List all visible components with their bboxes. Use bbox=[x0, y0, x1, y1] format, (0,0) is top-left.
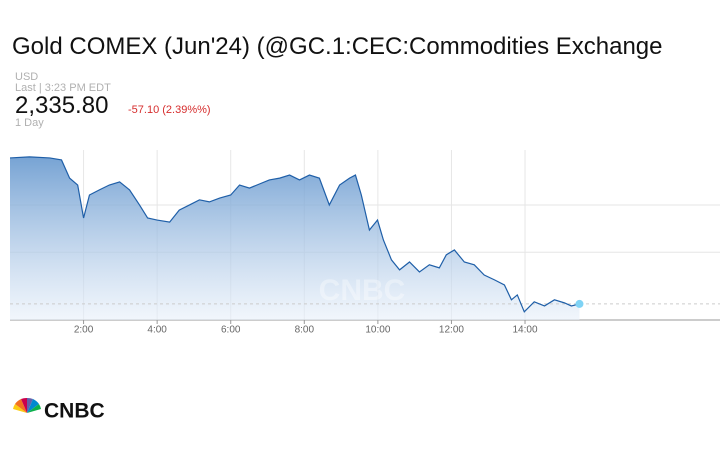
currency: USD bbox=[15, 71, 39, 83]
x-tick-label: 12:00 bbox=[439, 325, 464, 336]
x-tick-label: 10:00 bbox=[365, 325, 390, 336]
plot: 2:00 4:00 6:00 8:00 10:00 12:00 14:00 bbox=[9, 150, 720, 336]
logo-icon bbox=[13, 397, 41, 413]
area bbox=[10, 156, 580, 320]
x-tick-label: 2:00 bbox=[74, 325, 94, 336]
last-point bbox=[575, 299, 584, 308]
watermark: CNBC bbox=[319, 274, 406, 307]
logo: CNBC bbox=[44, 400, 105, 423]
x-tick-label: 14:00 bbox=[513, 325, 538, 336]
change: -57.10 (2.39%%) bbox=[128, 104, 211, 116]
x-tick-label: 4:00 bbox=[147, 325, 167, 336]
last-updated: Last | 3:23 PM EDT bbox=[15, 82, 111, 94]
x-tick-label: 8:00 bbox=[295, 325, 315, 336]
price: 2,335.80 bbox=[15, 92, 109, 119]
line bbox=[9, 156, 580, 313]
period: 1 Day bbox=[15, 117, 44, 129]
x-tick-label: 6:00 bbox=[221, 325, 241, 336]
title: Gold COMEX (Jun'24) (@GC.1:CEC:Commoditi… bbox=[12, 33, 663, 60]
